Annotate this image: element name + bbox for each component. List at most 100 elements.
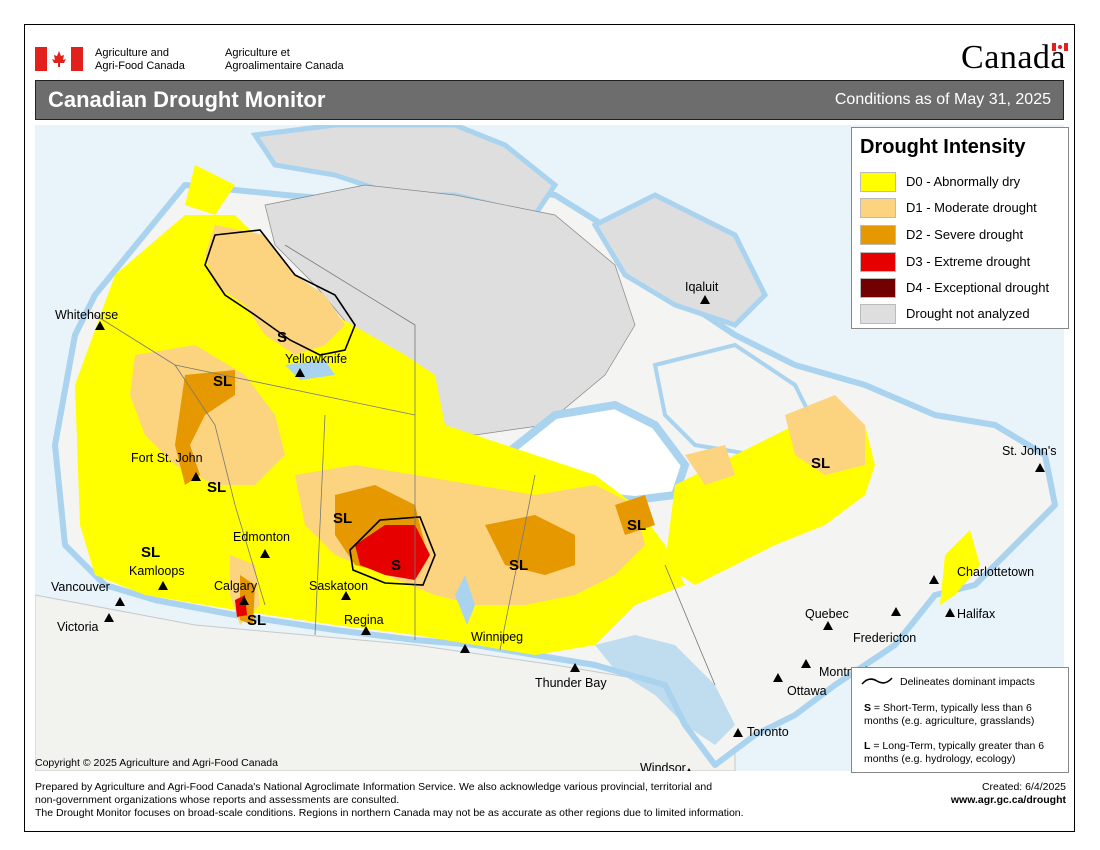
legend-label-d4: D4 - Exceptional drought [906,280,1050,295]
canada-wordmark: Canada [961,39,1068,77]
nwt-nunavut-boundary [284,244,416,415]
city-label-saskatoon: Saskatoon [309,579,368,593]
department-name-french: Agriculture et Agroalimentaire Canada [225,47,344,73]
city-marker [1035,463,1045,472]
copyright: Copyright © 2025 Agriculture and Agri-Fo… [35,757,278,769]
city-marker [945,608,955,617]
baffin-island [591,192,769,328]
legend-label-d3: D3 - Extreme drought [906,254,1031,269]
dept-en-line2: Agri-Food Canada [95,60,185,72]
city-labels: Whitehorse Yellowknife Iqaluit Fort St. … [51,280,1057,771]
legend-title: Drought Intensity [860,136,1026,158]
city-marker [801,659,811,668]
city-label-fort-st-john: Fort St. John [131,451,203,465]
city-marker [239,596,249,605]
map-title: Canadian Drought Monitor [48,87,326,112]
department-name-english: Agriculture and Agri-Food Canada [95,47,185,73]
city-marker [341,591,351,600]
d1-quebec [785,395,865,475]
city-marker [733,728,743,737]
city-marker [104,613,114,622]
long-term-definition: L = Long-Term, typically greater than 6 … [864,740,1064,766]
city-marker [700,295,710,304]
city-marker [260,549,270,558]
impact-line-label: Delineates dominant impacts [900,676,1035,688]
city-label-windsor: Windsor [640,761,686,771]
impact-label: SL [207,479,226,496]
yukon-nwt-boundary [94,314,176,366]
legend-label-d0: D0 - Abnormally dry [906,174,1021,189]
city-marker [158,581,168,590]
legend-swatch-d4 [860,278,896,298]
legend-item-not-analyzed: Drought not analyzed [860,304,1060,324]
city-markers [95,295,1045,771]
map-frame: Agriculture and Agri-Food Canada Agricul… [24,24,1075,832]
footer-line1: Prepared by Agriculture and Agri-Food Ca… [35,781,713,793]
ontario-quebec-boundary [664,564,716,686]
province-boundaries [94,244,716,686]
wordmark-text: Canada [961,39,1066,76]
impact-label: SL [213,373,232,390]
short-term-definition: S = Short-Term, typically less than 6 mo… [864,702,1064,728]
city-marker [361,626,371,635]
legend-item-d3: D3 - Extreme drought [860,252,1060,272]
impact-line-saskatchewan [349,516,436,586]
city-label-kamloops: Kamloops [129,564,185,578]
d0-north-coast [185,165,235,215]
impact-label: SL [333,510,352,527]
city-label-winnipeg: Winnipeg [471,630,523,644]
footer-notes: Prepared by Agriculture and Agri-Food Ca… [35,781,855,820]
legend-swatch-d2 [860,225,896,245]
d2-ontario [615,495,655,535]
city-marker [95,321,105,330]
impact-label: SL [509,557,528,574]
city-marker [823,621,833,630]
impact-labels: S SL SL SL SL SL S SL SL SL [141,329,830,629]
d2-manitoba [485,515,575,575]
d1-nwt [205,225,345,355]
title-bar: Canadian Drought Monitor Conditions as o… [35,80,1064,120]
legend-label-not-analyzed: Drought not analyzed [906,306,1030,321]
impact-label: SL [627,517,646,534]
drought-url: www.agr.gc.ca/drought [950,794,1066,806]
city-marker [891,607,901,616]
legend-swatch-d1 [860,198,896,218]
header: Agriculture and Agri-Food Canada Agricul… [25,25,1074,81]
city-marker [191,472,201,481]
short-term-text: = Short-Term, typically less than 6 mont… [864,702,1035,727]
d3-saskatchewan [355,525,430,580]
dept-fr-line2: Agroalimentaire Canada [225,60,344,72]
impact-label: SL [811,455,830,472]
city-label-whitehorse: Whitehorse [55,308,118,322]
alberta-sask-boundary [314,414,326,636]
impact-label: S [391,557,401,574]
city-label-quebec: Quebec [805,607,849,621]
legend-swatch-not-analyzed [860,304,896,324]
dept-en-line1: Agriculture and [95,47,169,59]
footer-line3: The Drought Monitor focuses on broad-sca… [35,807,744,819]
city-marker [773,673,783,682]
d1-northern-quebec [685,445,735,485]
great-lakes [595,635,735,745]
created-date: Created: 6/4/2025 [981,781,1066,793]
legend-item-d0: D0 - Abnormally dry [860,172,1060,192]
city-label-halifax: Halifax [957,607,996,621]
d0-nova-scotia [940,530,980,605]
long-term-text: = Long-Term, typically greater than 6 mo… [864,740,1045,765]
city-marker [115,597,125,606]
impact-label: SL [141,544,160,561]
bc-alberta-boundary [174,364,266,606]
city-label-st-johns: St. John's [1002,444,1057,458]
canada-flag-icon [35,47,83,71]
city-label-toronto: Toronto [747,725,789,739]
impact-line-nwt [204,229,356,356]
city-label-victoria: Victoria [57,620,99,634]
city-label-yellowknife: Yellowknife [285,352,347,366]
lake-winnipeg [455,575,475,625]
impact-label: SL [247,612,266,629]
d2-ne-bc [175,370,235,485]
legend-swatch-d0 [860,172,896,192]
impact-key: Delineates dominant impacts S = Short-Te… [851,667,1069,773]
city-label-calgary: Calgary [214,579,258,593]
city-label-thunder-bay: Thunder Bay [535,676,607,690]
